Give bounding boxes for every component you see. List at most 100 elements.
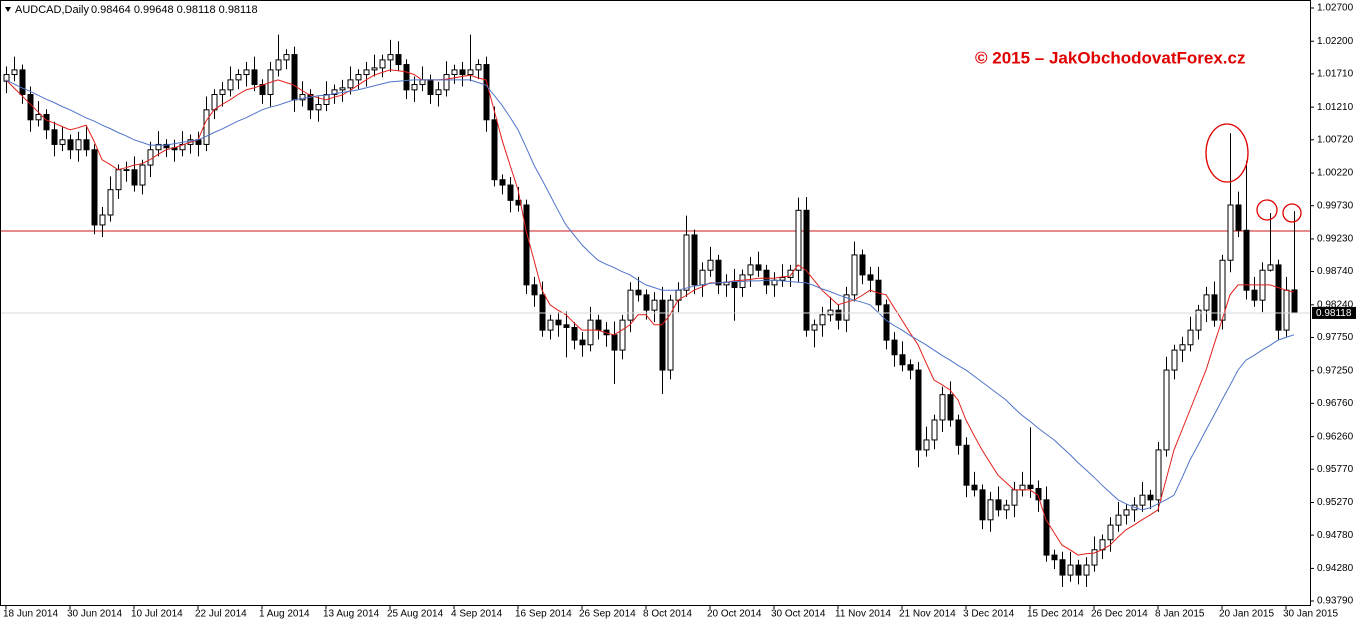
candle-body	[307, 94, 314, 111]
candle-body	[67, 139, 74, 151]
y-tick-label: 0.97750	[1317, 332, 1354, 343]
candle-body	[579, 339, 586, 346]
x-tick-label: 26 Sep 2014	[579, 609, 636, 620]
y-tick-label: 0.96260	[1317, 431, 1354, 442]
candle-body	[339, 87, 346, 91]
candle-body	[691, 234, 698, 286]
candle-body	[1019, 484, 1026, 491]
candle-body	[107, 189, 114, 216]
highlight-circle	[1205, 123, 1249, 183]
candle-body	[1139, 494, 1146, 506]
menu-triangle	[5, 7, 11, 12]
candle-body	[1123, 509, 1130, 516]
x-tick-label: 3 Dec 2014	[963, 609, 1015, 620]
candle-body	[1147, 494, 1154, 501]
y-tick-label: 0.98740	[1317, 266, 1354, 277]
candle-body	[643, 294, 650, 311]
watermark: © 2015 – JakObchodovatForex.cz	[975, 48, 1245, 67]
candle-body	[995, 499, 1002, 511]
x-tick-label: 21 Nov 2014	[899, 609, 956, 620]
candle-body	[883, 304, 890, 341]
candle-body	[1211, 294, 1218, 321]
candle-body	[291, 54, 298, 101]
candle-body	[1027, 484, 1034, 490]
candle-body	[1155, 449, 1162, 501]
candle-body	[75, 139, 82, 151]
y-tick-label: 1.00220	[1317, 168, 1354, 179]
candle-body	[771, 279, 778, 286]
candle-body	[939, 394, 946, 421]
candle-body	[587, 319, 594, 346]
y-tick-label: 0.99230	[1317, 234, 1354, 245]
candle-body	[35, 113, 42, 121]
y-tick-label: 1.01710	[1317, 69, 1354, 80]
candle-body	[1171, 349, 1178, 371]
candle-body	[499, 179, 506, 186]
candle-body	[547, 319, 554, 331]
candle-body	[619, 319, 626, 351]
candle-body	[459, 69, 466, 76]
candle-body	[947, 394, 954, 421]
candle-body	[1243, 229, 1250, 291]
y-tick-label: 0.96760	[1317, 398, 1354, 409]
candle-body	[211, 94, 218, 111]
candle-body	[427, 79, 434, 96]
candle-body	[419, 79, 426, 86]
candle-body	[651, 299, 658, 311]
candle-body	[411, 84, 418, 91]
y-tick-label: 0.97250	[1317, 365, 1354, 376]
candle-body	[571, 326, 578, 341]
candle-body	[563, 324, 570, 328]
candle-body	[131, 169, 138, 186]
candle-body	[371, 67, 378, 71]
x-tick-label: 20 Jan 2015	[1219, 609, 1274, 620]
candle-body	[595, 319, 602, 331]
candle-body	[867, 274, 874, 281]
candle-body	[347, 79, 354, 89]
candle-body	[467, 69, 474, 76]
y-tick-label: 0.98240	[1317, 299, 1354, 310]
candle-body	[475, 64, 482, 71]
candle-body	[51, 129, 58, 145]
candle-body	[699, 269, 706, 286]
candle-body	[1267, 264, 1274, 271]
x-tick-label: 30 Oct 2014	[771, 609, 826, 620]
candle-body	[555, 319, 562, 326]
candle-body	[203, 109, 210, 145]
candle-body	[507, 184, 514, 201]
y-tick-label: 0.93790	[1317, 596, 1354, 607]
candle-body	[979, 489, 986, 521]
moving-average-line	[5, 69, 1295, 556]
symbol-title: AUDCAD,Daily	[15, 4, 89, 16]
candle-body	[731, 281, 738, 289]
y-tick-label: 1.01210	[1317, 102, 1354, 113]
candle-body	[779, 277, 786, 281]
x-tick-label: 11 Nov 2014	[835, 609, 891, 620]
candle-body	[835, 309, 842, 321]
candle-body	[299, 94, 306, 101]
x-tick-label: 8 Jan 2015	[1155, 609, 1205, 620]
candle-body	[1107, 524, 1114, 541]
candle-body	[1051, 554, 1058, 561]
candle-body	[755, 264, 762, 271]
x-tick-label: 13 Aug 2014	[323, 609, 380, 620]
candle-body	[395, 54, 402, 66]
candle-body	[243, 69, 250, 76]
candle-body	[123, 169, 130, 172]
candle-body	[531, 284, 538, 296]
candle-body	[851, 254, 858, 296]
candle-body	[659, 299, 666, 371]
candle-body	[219, 89, 226, 96]
x-tick-label: 20 Oct 2014	[707, 609, 762, 620]
candle-body	[435, 89, 442, 96]
candle-body	[147, 149, 154, 166]
x-tick-label: 30 Jun 2014	[67, 609, 122, 620]
candle-body	[43, 113, 50, 131]
x-tick-label: 16 Sep 2014	[515, 609, 572, 620]
candle-body	[811, 324, 818, 331]
candle-body	[715, 259, 722, 286]
candle-body	[11, 69, 18, 76]
candle-body	[275, 59, 282, 71]
